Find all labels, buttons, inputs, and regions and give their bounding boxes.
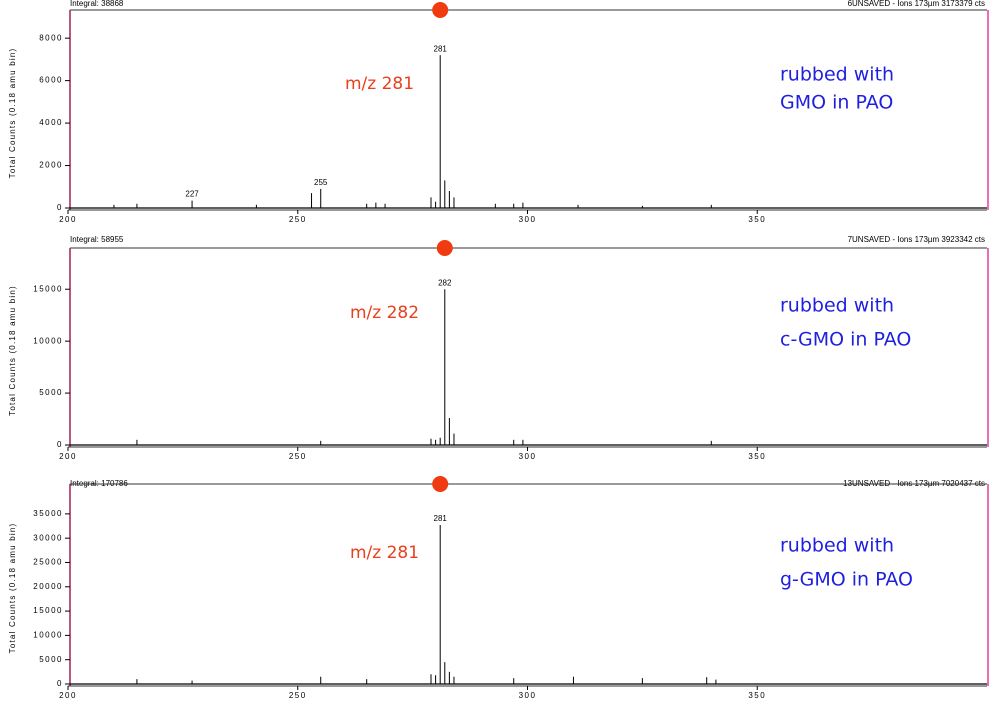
y-tick-label: 6000	[39, 76, 63, 85]
sample-note: rubbed with	[780, 295, 894, 317]
x-tick-label: 250	[289, 452, 307, 461]
y-tick-label: 0	[57, 440, 63, 449]
y-tick-label: 15000	[33, 284, 63, 293]
y-tick-label: 5000	[39, 655, 63, 664]
y-tick-label: 5000	[39, 388, 63, 397]
x-tick-label: 250	[289, 691, 307, 700]
peak-label: 281	[434, 514, 448, 523]
peak-marker	[432, 2, 449, 18]
y-tick-label: 2000	[39, 161, 63, 170]
mz-annotation: m/z 281	[350, 543, 419, 563]
y-tick-label: 15000	[33, 606, 63, 615]
sample-note: c-GMO in PAO	[780, 329, 911, 351]
sample-note: g-GMO in PAO	[780, 569, 913, 591]
y-tick-label: 0	[57, 203, 63, 212]
y-tick-label: 35000	[33, 509, 63, 518]
peak-marker	[436, 240, 453, 256]
x-tick-label: 350	[748, 691, 766, 700]
y-axis-label: Total Counts (0.18 amu bin)	[8, 285, 17, 416]
sample-note: rubbed with	[780, 64, 894, 86]
sample-note: GMO in PAO	[780, 92, 893, 114]
x-tick-label: 300	[519, 215, 537, 224]
peak-label: 282	[438, 278, 452, 287]
peak-label: 281	[434, 44, 448, 53]
integral-label: Integral: 58955	[70, 235, 124, 244]
y-tick-label: 20000	[33, 582, 63, 591]
y-tick-label: 25000	[33, 558, 63, 567]
y-tick-label: 0	[57, 679, 63, 688]
x-tick-label: 300	[519, 452, 537, 461]
integral-label: Integral: 38868	[70, 0, 124, 8]
x-tick-label: 300	[519, 691, 537, 700]
y-axis-label: Total Counts (0.18 amu bin)	[8, 48, 17, 179]
y-tick-label: 8000	[39, 33, 63, 42]
sample-note: rubbed with	[780, 535, 894, 557]
x-tick-label: 200	[59, 452, 77, 461]
ions-label: 7UNSAVED - Ions 173µm 3923342 cts	[848, 235, 985, 244]
peak-label: 227	[185, 190, 199, 199]
y-tick-label: 10000	[33, 631, 63, 640]
y-axis-label: Total Counts (0.18 amu bin)	[8, 523, 17, 654]
peak-label: 255	[314, 178, 328, 187]
y-tick-label: 4000	[39, 118, 63, 127]
y-tick-label: 30000	[33, 533, 63, 542]
x-tick-label: 250	[289, 215, 307, 224]
x-tick-label: 350	[748, 215, 766, 224]
mz-annotation: m/z 281	[345, 74, 414, 94]
ions-label: 6UNSAVED - Ions 173µm 3173379 cts	[848, 0, 985, 8]
x-tick-label: 350	[748, 452, 766, 461]
mz-annotation: m/z 282	[350, 303, 419, 323]
peak-marker	[432, 476, 449, 492]
x-tick-label: 200	[59, 691, 77, 700]
y-tick-label: 10000	[33, 336, 63, 345]
x-tick-label: 200	[59, 215, 77, 224]
